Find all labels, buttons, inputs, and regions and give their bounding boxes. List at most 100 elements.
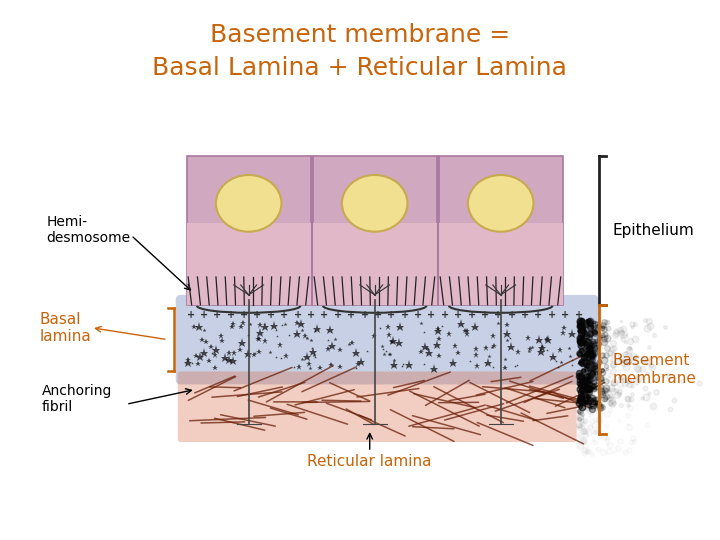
Point bbox=[576, 372, 588, 380]
Point bbox=[585, 406, 596, 415]
Point bbox=[614, 381, 626, 389]
Point bbox=[588, 399, 600, 408]
Point bbox=[579, 416, 590, 424]
Point bbox=[611, 390, 623, 399]
Point bbox=[628, 352, 639, 360]
Point bbox=[642, 324, 653, 333]
Point bbox=[581, 384, 593, 393]
Point bbox=[574, 333, 585, 342]
Point bbox=[593, 368, 604, 376]
Point bbox=[636, 394, 647, 402]
Text: +: + bbox=[213, 310, 222, 320]
Point bbox=[580, 393, 591, 402]
Point bbox=[604, 399, 616, 408]
Point bbox=[588, 317, 600, 326]
Point bbox=[578, 353, 590, 362]
Point bbox=[627, 434, 639, 443]
Text: Anchoring
fibril: Anchoring fibril bbox=[42, 384, 112, 414]
Text: Reticular lamina: Reticular lamina bbox=[307, 454, 432, 469]
Point bbox=[579, 330, 590, 339]
Point bbox=[585, 356, 596, 365]
Point bbox=[582, 374, 594, 382]
Point bbox=[573, 376, 585, 385]
Point bbox=[574, 384, 585, 393]
Point bbox=[582, 365, 593, 374]
Point bbox=[597, 384, 608, 393]
Point bbox=[575, 341, 587, 349]
Point bbox=[582, 403, 594, 412]
Point bbox=[583, 388, 595, 397]
Point bbox=[585, 351, 597, 360]
Point bbox=[624, 376, 635, 385]
Text: +: + bbox=[534, 310, 543, 320]
Point bbox=[575, 412, 586, 421]
Point bbox=[589, 397, 600, 406]
Point bbox=[582, 374, 594, 382]
Point bbox=[575, 377, 587, 386]
Point bbox=[611, 386, 622, 394]
Point bbox=[574, 379, 585, 388]
Point bbox=[640, 393, 652, 401]
Point bbox=[631, 364, 642, 373]
FancyBboxPatch shape bbox=[178, 372, 577, 442]
Point bbox=[624, 423, 635, 431]
Point bbox=[608, 339, 619, 347]
Point bbox=[581, 350, 593, 359]
Point bbox=[577, 387, 589, 396]
Point bbox=[586, 375, 598, 383]
Point bbox=[574, 422, 585, 430]
Point bbox=[577, 316, 588, 325]
Point bbox=[585, 368, 597, 377]
Point bbox=[583, 345, 595, 353]
Point bbox=[595, 374, 607, 382]
Point bbox=[582, 429, 594, 437]
Point bbox=[575, 394, 586, 403]
Point bbox=[597, 448, 608, 456]
Point bbox=[598, 433, 609, 441]
Point bbox=[590, 360, 601, 368]
Point bbox=[593, 321, 605, 330]
Point bbox=[588, 361, 599, 370]
Point bbox=[580, 346, 592, 354]
Point bbox=[580, 397, 592, 406]
Point bbox=[581, 339, 593, 348]
Point bbox=[591, 394, 603, 403]
Text: +: + bbox=[374, 310, 382, 320]
Point bbox=[576, 420, 588, 429]
Point bbox=[577, 436, 588, 444]
Point bbox=[582, 384, 593, 393]
Point bbox=[573, 372, 585, 380]
Text: Epithelium: Epithelium bbox=[613, 222, 694, 238]
Point bbox=[626, 323, 637, 332]
Point bbox=[586, 322, 598, 331]
Text: +: + bbox=[454, 310, 462, 320]
Point bbox=[591, 375, 603, 383]
Point bbox=[604, 393, 616, 401]
Point bbox=[577, 361, 588, 369]
Point bbox=[583, 318, 595, 326]
Point bbox=[582, 380, 593, 388]
Point bbox=[574, 407, 585, 416]
Point bbox=[577, 375, 589, 384]
Point bbox=[574, 402, 585, 410]
Point bbox=[582, 392, 593, 400]
Point bbox=[624, 343, 636, 352]
Point bbox=[659, 322, 670, 331]
Point bbox=[622, 411, 634, 420]
Point bbox=[663, 372, 675, 380]
Point bbox=[590, 336, 602, 345]
Point bbox=[636, 355, 648, 363]
Point bbox=[575, 320, 587, 329]
Point bbox=[578, 356, 590, 364]
Point bbox=[579, 361, 590, 370]
Point bbox=[581, 447, 593, 456]
Point bbox=[575, 387, 587, 395]
Point bbox=[622, 395, 634, 403]
Point bbox=[585, 329, 596, 338]
Point bbox=[579, 429, 590, 437]
Text: +: + bbox=[428, 310, 436, 320]
Point bbox=[593, 412, 605, 421]
Text: +: + bbox=[294, 310, 302, 320]
Point bbox=[588, 340, 599, 348]
Point bbox=[598, 325, 610, 333]
